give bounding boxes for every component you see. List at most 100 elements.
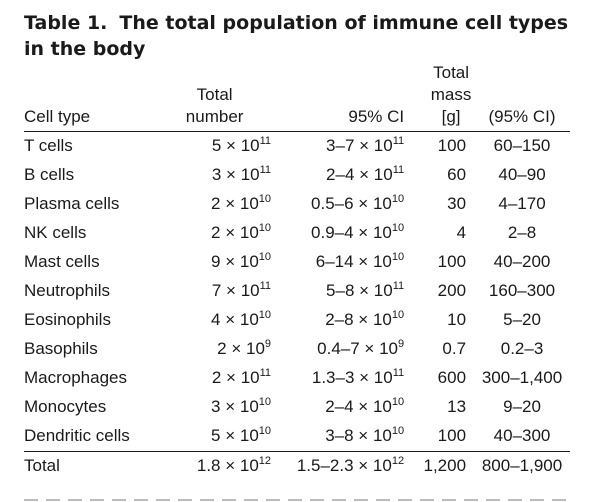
total-number-exponent: 11: [259, 164, 272, 176]
mass-confidence-interval-value: 0.2–3: [500, 339, 544, 358]
total-mass: 13: [408, 393, 474, 422]
immune-cell-table: Cell type Total number 95% CI Total mass…: [24, 62, 570, 481]
confidence-interval-value: 0.4–7 × 10: [317, 339, 398, 358]
total-number-value: 5 × 10: [211, 136, 260, 155]
header-total-number-line1: Total: [196, 85, 233, 104]
mass-confidence-interval-value: 800–1,900: [481, 456, 563, 475]
total-number: 2 × 1011: [158, 364, 275, 393]
total-number-exponent: 11: [259, 135, 272, 147]
header-mass-line2: mass: [430, 85, 472, 104]
confidence-interval: 1.3–3 × 1011: [275, 364, 408, 393]
total-mass: 0.7: [408, 335, 474, 364]
table-row: Macrophages 2 × 1011 1.3–3 × 1011 600 300–1,…: [24, 364, 570, 393]
total-mass-value: 100: [437, 136, 467, 155]
total-number-exponent: 10: [258, 425, 272, 437]
cell-type: Macrophages: [24, 364, 158, 393]
header-cell-type: Cell type: [24, 62, 158, 132]
header-total-number-line2: number: [185, 107, 244, 126]
header-total-mass: Total mass [g]: [408, 62, 474, 132]
cell-type: NK cells: [24, 219, 158, 248]
confidence-interval-value: 0.5–6 × 10: [311, 194, 392, 213]
mass-confidence-interval: 160–300: [474, 277, 570, 306]
cell-type: Mast cells: [24, 248, 158, 277]
cell-type-value: Monocytes: [24, 397, 107, 416]
confidence-interval: 3–8 × 1010: [275, 422, 408, 452]
header-row: Cell type Total number 95% CI Total mass…: [24, 62, 570, 132]
total-mass-value: 10: [447, 310, 467, 329]
total-number-exponent: 11: [259, 367, 272, 379]
total-number-value: 2 × 10: [217, 339, 265, 358]
confidence-interval-exponent: 9: [397, 338, 405, 350]
total-number-exponent: 9: [264, 338, 272, 350]
header-ci: 95% CI: [275, 62, 408, 132]
mass-confidence-interval: 4–170: [474, 190, 570, 219]
table-row: NK cells 2 × 1010 0.9–4 × 1010 4 2–8: [24, 219, 570, 248]
confidence-interval-exponent: 10: [391, 222, 405, 234]
mass-confidence-interval: 40–300: [474, 422, 570, 452]
confidence-interval-value: 5–8 × 10: [326, 281, 393, 300]
total-mass: 10: [408, 306, 474, 335]
total-mass: 4: [408, 219, 474, 248]
confidence-interval-exponent: 11: [392, 135, 405, 147]
mass-confidence-interval: 800–1,900: [474, 451, 570, 481]
confidence-interval: 6–14 × 1010: [275, 248, 408, 277]
total-number: 3 × 1010: [158, 393, 275, 422]
total-number: 3 × 1011: [158, 161, 275, 190]
total-number-exponent: 10: [258, 309, 272, 321]
header-total-number: Total number: [158, 62, 275, 132]
confidence-interval-exponent: 10: [391, 193, 405, 205]
confidence-interval-exponent: 12: [391, 455, 405, 467]
total-number-value: 5 × 10: [211, 426, 259, 445]
total-mass: 100: [408, 422, 474, 452]
total-mass-value: 60: [447, 165, 467, 184]
table-body: T cells 5 × 1011 3–7 × 1011 100 60–150 B cell…: [24, 132, 570, 481]
confidence-interval: 0.9–4 × 1010: [275, 219, 408, 248]
confidence-interval-value: 3–8 × 10: [325, 426, 392, 445]
header-mass-ci-label: (95% CI): [488, 107, 556, 126]
total-number: 2 × 1010: [158, 219, 275, 248]
total-mass: 1,200: [408, 451, 475, 481]
table-row: Basophils 2 × 109 0.4–7 × 109 0.7 0.2–3: [24, 335, 570, 364]
cell-type: Dendritic cells: [24, 422, 158, 452]
total-number: 2 × 1010: [158, 190, 275, 219]
cell-type: Monocytes: [24, 393, 158, 422]
total-number: 7 × 1011: [158, 277, 275, 306]
cell-type-value: Total: [24, 456, 60, 475]
cell-type-value: B cells: [24, 165, 75, 184]
table-row: Eosinophils 4 × 1010 2–8 × 1010 10 5–20: [24, 306, 570, 335]
cell-type-value: T cells: [24, 136, 73, 155]
table-row: Plasma cells 2 × 1010 0.5–6 × 1010 30 4–170: [24, 190, 570, 219]
mass-confidence-interval: 300–1,400: [474, 364, 570, 393]
table-row: T cells 5 × 1011 3–7 × 1011 100 60–150: [24, 132, 570, 162]
mass-confidence-interval-value: 160–300: [488, 281, 556, 300]
total-number-value: 1.8 × 10: [196, 456, 259, 475]
confidence-interval-value: 2–4 × 10: [325, 397, 392, 416]
table-row: Neutrophils 7 × 1011 5–8 × 1011 200 160–300: [24, 277, 570, 306]
confidence-interval-value: 2–4 × 10: [326, 165, 393, 184]
total-mass: 60: [408, 161, 474, 190]
cell-type: Neutrophils: [24, 277, 158, 306]
total-row: Total 1.8 × 1012 1.5–2.3 × 1012 1,200 800–1,…: [24, 451, 570, 481]
confidence-interval-value: 1.5–2.3 × 10: [296, 456, 392, 475]
confidence-interval-value: 1.3–3 × 10: [311, 368, 393, 387]
total-mass-value: 1,200: [423, 456, 467, 475]
mass-confidence-interval-value: 4–170: [498, 194, 546, 213]
total-number-value: 2 × 10: [211, 223, 259, 242]
confidence-interval-exponent: 10: [391, 396, 405, 408]
table-caption: The total population of immune cell type…: [24, 12, 569, 60]
cell-type-value: NK cells: [24, 223, 87, 242]
confidence-interval-value: 3–7 × 10: [326, 136, 393, 155]
total-number-exponent: 10: [258, 251, 272, 263]
mass-confidence-interval: 5–20: [474, 306, 570, 335]
total-number-exponent: 10: [258, 222, 272, 234]
total-mass-value: 200: [437, 281, 467, 300]
confidence-interval-exponent: 11: [392, 164, 405, 176]
total-mass-value: 100: [437, 426, 467, 445]
confidence-interval-exponent: 10: [391, 309, 405, 321]
cell-type-value: Plasma cells: [24, 194, 120, 213]
mass-confidence-interval: 0.2–3: [474, 335, 570, 364]
total-number-value: 4 × 10: [211, 310, 259, 329]
confidence-interval: 0.4–7 × 109: [275, 335, 408, 364]
cell-type-value: Macrophages: [24, 368, 128, 387]
table-row: Mast cells 9 × 1010 6–14 × 1010 100 40–200: [24, 248, 570, 277]
